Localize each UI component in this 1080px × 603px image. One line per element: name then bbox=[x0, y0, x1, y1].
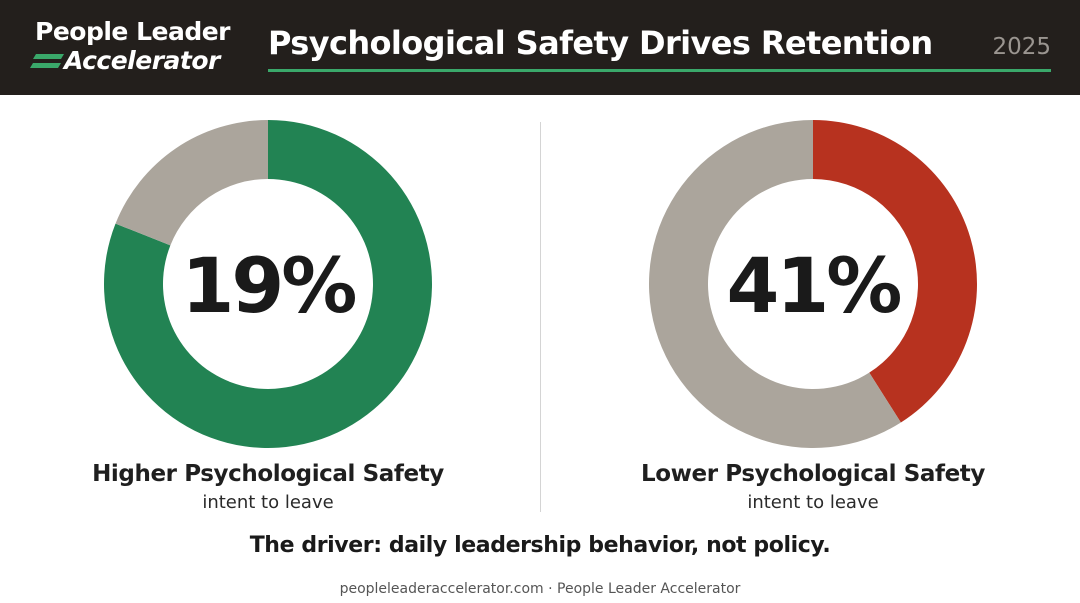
left-donut-center-value: 19% bbox=[182, 241, 356, 330]
driver-statement: The driver: daily leadership behavior, n… bbox=[249, 533, 831, 558]
right-donut-rest-slice bbox=[648, 120, 901, 448]
right-donut-highlight-slice bbox=[813, 120, 977, 423]
logo-text-top: People Leader bbox=[35, 17, 231, 46]
panel-divider bbox=[540, 122, 541, 512]
logo-text-bottom: Accelerator bbox=[64, 46, 220, 75]
right-chart-sublabel: intent to leave bbox=[747, 492, 879, 513]
footer-credit: peopleleaderaccelerator.com · People Lea… bbox=[339, 581, 741, 597]
left-chart-label: Higher Psychological Safety bbox=[92, 461, 444, 487]
left-donut-highlight-slice bbox=[103, 120, 432, 448]
page-title: Psychological Safety Drives Retention bbox=[268, 24, 933, 62]
left-chart-sublabel: intent to leave bbox=[202, 492, 334, 513]
year-label: 2025 bbox=[992, 34, 1051, 60]
right-donut-center-value: 41% bbox=[727, 241, 901, 330]
right-chart-label: Lower Psychological Safety bbox=[641, 461, 985, 487]
left-donut-rest-slice bbox=[115, 120, 268, 246]
header-bar: People Leader Accelerator Psychological … bbox=[0, 0, 1080, 95]
title-underline bbox=[268, 69, 1051, 72]
logo-stripes-icon bbox=[30, 54, 64, 68]
